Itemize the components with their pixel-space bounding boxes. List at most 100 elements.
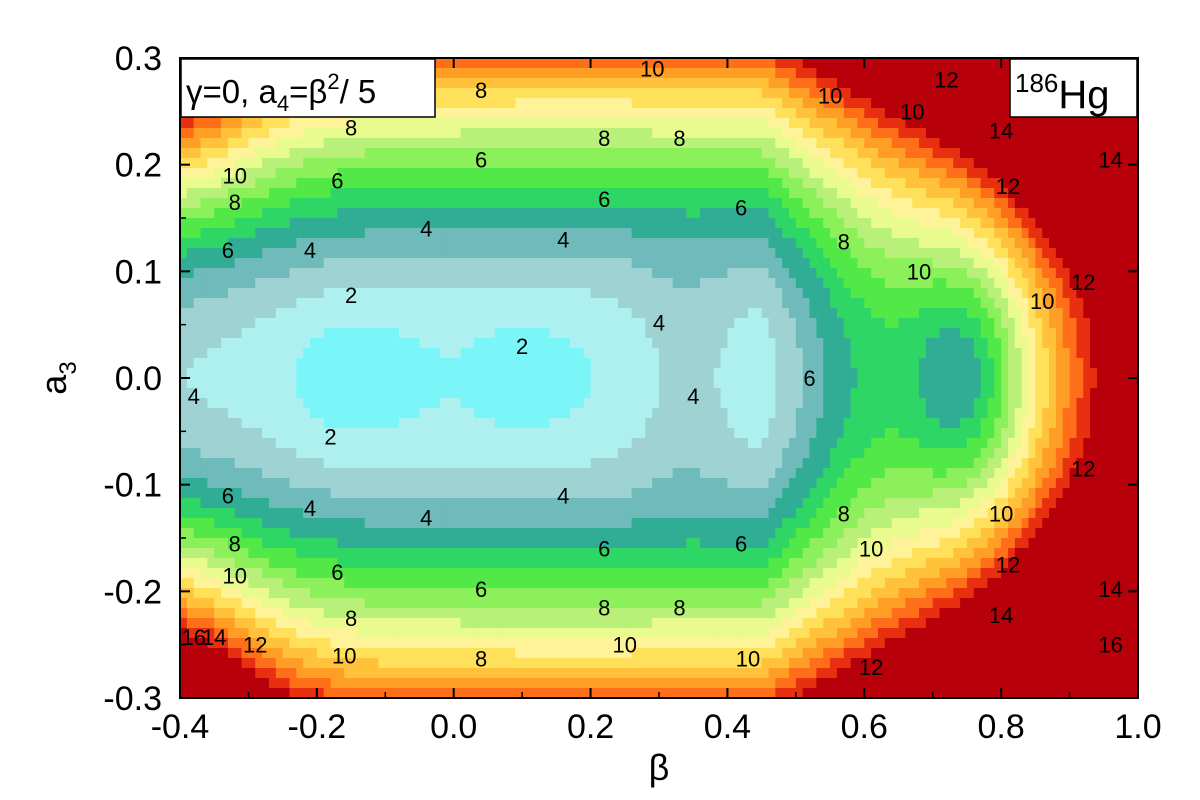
contour-cell (741, 218, 749, 229)
contour-cell (775, 378, 783, 389)
contour-cell (357, 288, 366, 299)
contour-cell (857, 98, 865, 109)
contour-cell (939, 218, 947, 229)
contour-cell (460, 218, 468, 229)
contour-cell (508, 208, 516, 219)
contour-cell (330, 408, 338, 419)
contour-cell (323, 148, 332, 159)
contour-cell (1096, 378, 1105, 389)
contour-cell (741, 278, 749, 289)
contour-cell (221, 168, 229, 179)
contour-cell (1117, 168, 1125, 179)
contour-cell (884, 288, 893, 299)
contour-cell (1001, 198, 1009, 209)
contour-cell (604, 128, 612, 139)
contour-cell (932, 198, 941, 209)
contour-cell (234, 138, 243, 149)
contour-cell (1096, 308, 1105, 319)
contour-cell (912, 168, 920, 179)
contour-cell (631, 408, 640, 419)
contour-cell (686, 378, 694, 389)
contour-cell (713, 168, 722, 179)
contour-cell (467, 358, 475, 369)
contour-cell (713, 368, 722, 379)
contour-cell (207, 398, 215, 409)
contour-cell (570, 248, 578, 259)
contour-cell (467, 68, 475, 79)
contour-cell (611, 98, 619, 109)
contour-cell (638, 308, 646, 319)
contour-cell (474, 188, 482, 199)
contour-cell (727, 188, 735, 199)
contour-cell (604, 268, 612, 279)
contour-cell (693, 308, 701, 319)
contour-cell (850, 308, 859, 319)
contour-cell (227, 218, 236, 229)
contour-cell (467, 98, 475, 109)
contour-cell (405, 228, 414, 239)
contour-cell (624, 168, 633, 179)
contour-cell (611, 188, 619, 199)
contour-cell (570, 238, 578, 249)
contour-cell (1035, 278, 1043, 289)
contour-cell (720, 68, 729, 79)
contour-cell (659, 158, 667, 169)
contour-cell (371, 338, 380, 349)
contour-cell (180, 358, 188, 369)
contour-cell (515, 258, 523, 269)
contour-cell (604, 338, 612, 349)
contour-cell (830, 138, 838, 149)
contour-cell (987, 188, 995, 199)
contour-cell (830, 178, 838, 189)
contour-cell (487, 258, 496, 269)
contour-cell (371, 168, 380, 179)
contour-cell (1007, 188, 1016, 199)
contour-cell (734, 388, 742, 399)
contour-cell (193, 408, 202, 419)
contour-cell (590, 118, 599, 129)
contour-cell (549, 58, 557, 69)
contour-cell (809, 138, 817, 149)
contour-cell (207, 368, 215, 379)
contour-cell (1083, 148, 1091, 159)
contour-cell (672, 108, 681, 119)
contour-cell (1076, 388, 1084, 399)
contour-cell (898, 288, 906, 299)
contour-cell (905, 348, 913, 359)
contour-cell (734, 308, 742, 319)
contour-cell (720, 348, 729, 359)
contour-cell (549, 278, 557, 289)
contour-cell (282, 358, 291, 369)
contour-cell (857, 218, 865, 229)
contour-cell (953, 68, 961, 79)
contour-cell (672, 238, 681, 249)
contour-cell (624, 318, 633, 329)
contour-cell (275, 288, 284, 299)
contour-cell (289, 198, 297, 209)
contour-cell (186, 348, 195, 359)
contour-cell (453, 248, 462, 259)
contour-cell (248, 278, 256, 289)
contour-cell (1090, 138, 1098, 149)
contour-cell (433, 68, 441, 79)
contour-cell (234, 278, 243, 289)
contour-cell (617, 378, 626, 389)
contour-cell (597, 398, 605, 409)
contour-cell (282, 408, 291, 419)
contour-cell (522, 298, 530, 309)
contour-cell (638, 278, 646, 289)
contour-cell (741, 98, 749, 109)
contour-cell (1028, 138, 1036, 149)
contour-cell (487, 58, 496, 69)
contour-cell (754, 338, 763, 349)
contour-cell (830, 98, 838, 109)
contour-cell (809, 58, 817, 69)
contour-cell (980, 198, 989, 209)
contour-cell (378, 318, 386, 329)
contour-cell (481, 68, 489, 79)
contour-cell (925, 178, 934, 189)
contour-cell (912, 148, 920, 159)
contour-cell (200, 208, 208, 219)
contour-cell (535, 128, 544, 139)
contour-cell (802, 168, 811, 179)
